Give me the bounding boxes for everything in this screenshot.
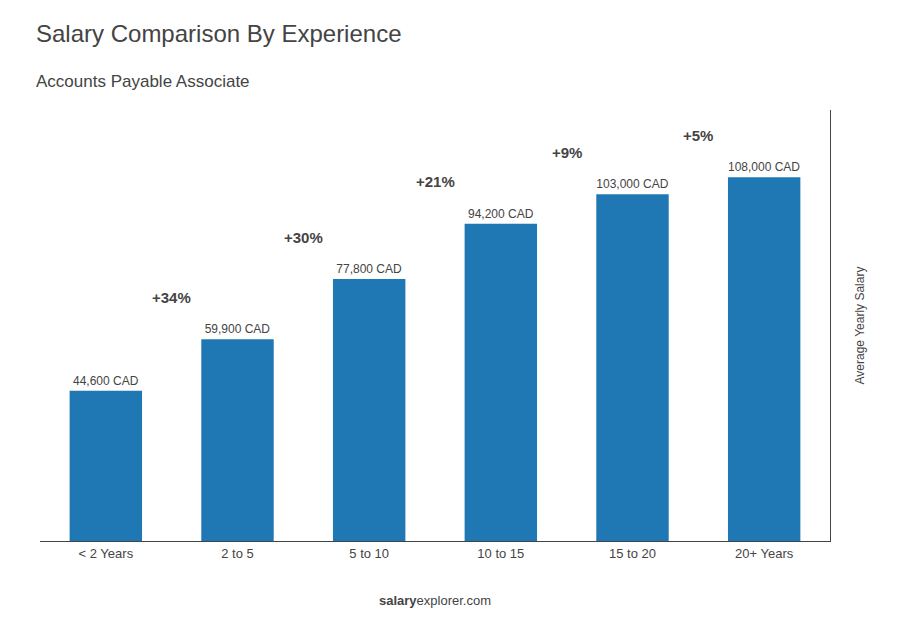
svg-text:94,200 CAD: 94,200 CAD: [468, 207, 534, 221]
svg-text:+9%: +9%: [552, 144, 582, 161]
svg-text:Average Yearly Salary: Average Yearly Salary: [853, 267, 867, 385]
svg-text:5 to 10: 5 to 10: [349, 546, 389, 561]
svg-text:10 to 15: 10 to 15: [477, 546, 524, 561]
svg-text:+21%: +21%: [416, 173, 455, 190]
svg-text:44,600 CAD: 44,600 CAD: [73, 374, 139, 388]
svg-text:Accounts Payable Associate: Accounts Payable Associate: [36, 72, 250, 91]
svg-text:103,000 CAD: 103,000 CAD: [596, 177, 668, 191]
svg-text:2 to 5: 2 to 5: [221, 546, 254, 561]
svg-text:59,900 CAD: 59,900 CAD: [205, 322, 271, 336]
svg-text:< 2 Years: < 2 Years: [79, 546, 134, 561]
svg-text:+5%: +5%: [683, 127, 713, 144]
svg-text:+30%: +30%: [284, 229, 323, 246]
svg-text:77,800 CAD: 77,800 CAD: [336, 262, 402, 276]
svg-text:+34%: +34%: [152, 289, 191, 306]
svg-text:salaryexplorer.com: salaryexplorer.com: [379, 593, 491, 608]
svg-text:15 to 20: 15 to 20: [609, 546, 656, 561]
svg-text:20+ Years: 20+ Years: [735, 546, 794, 561]
svg-text:Salary Comparison By Experienc: Salary Comparison By Experience: [36, 20, 402, 47]
svg-text:108,000 CAD: 108,000 CAD: [728, 160, 800, 174]
